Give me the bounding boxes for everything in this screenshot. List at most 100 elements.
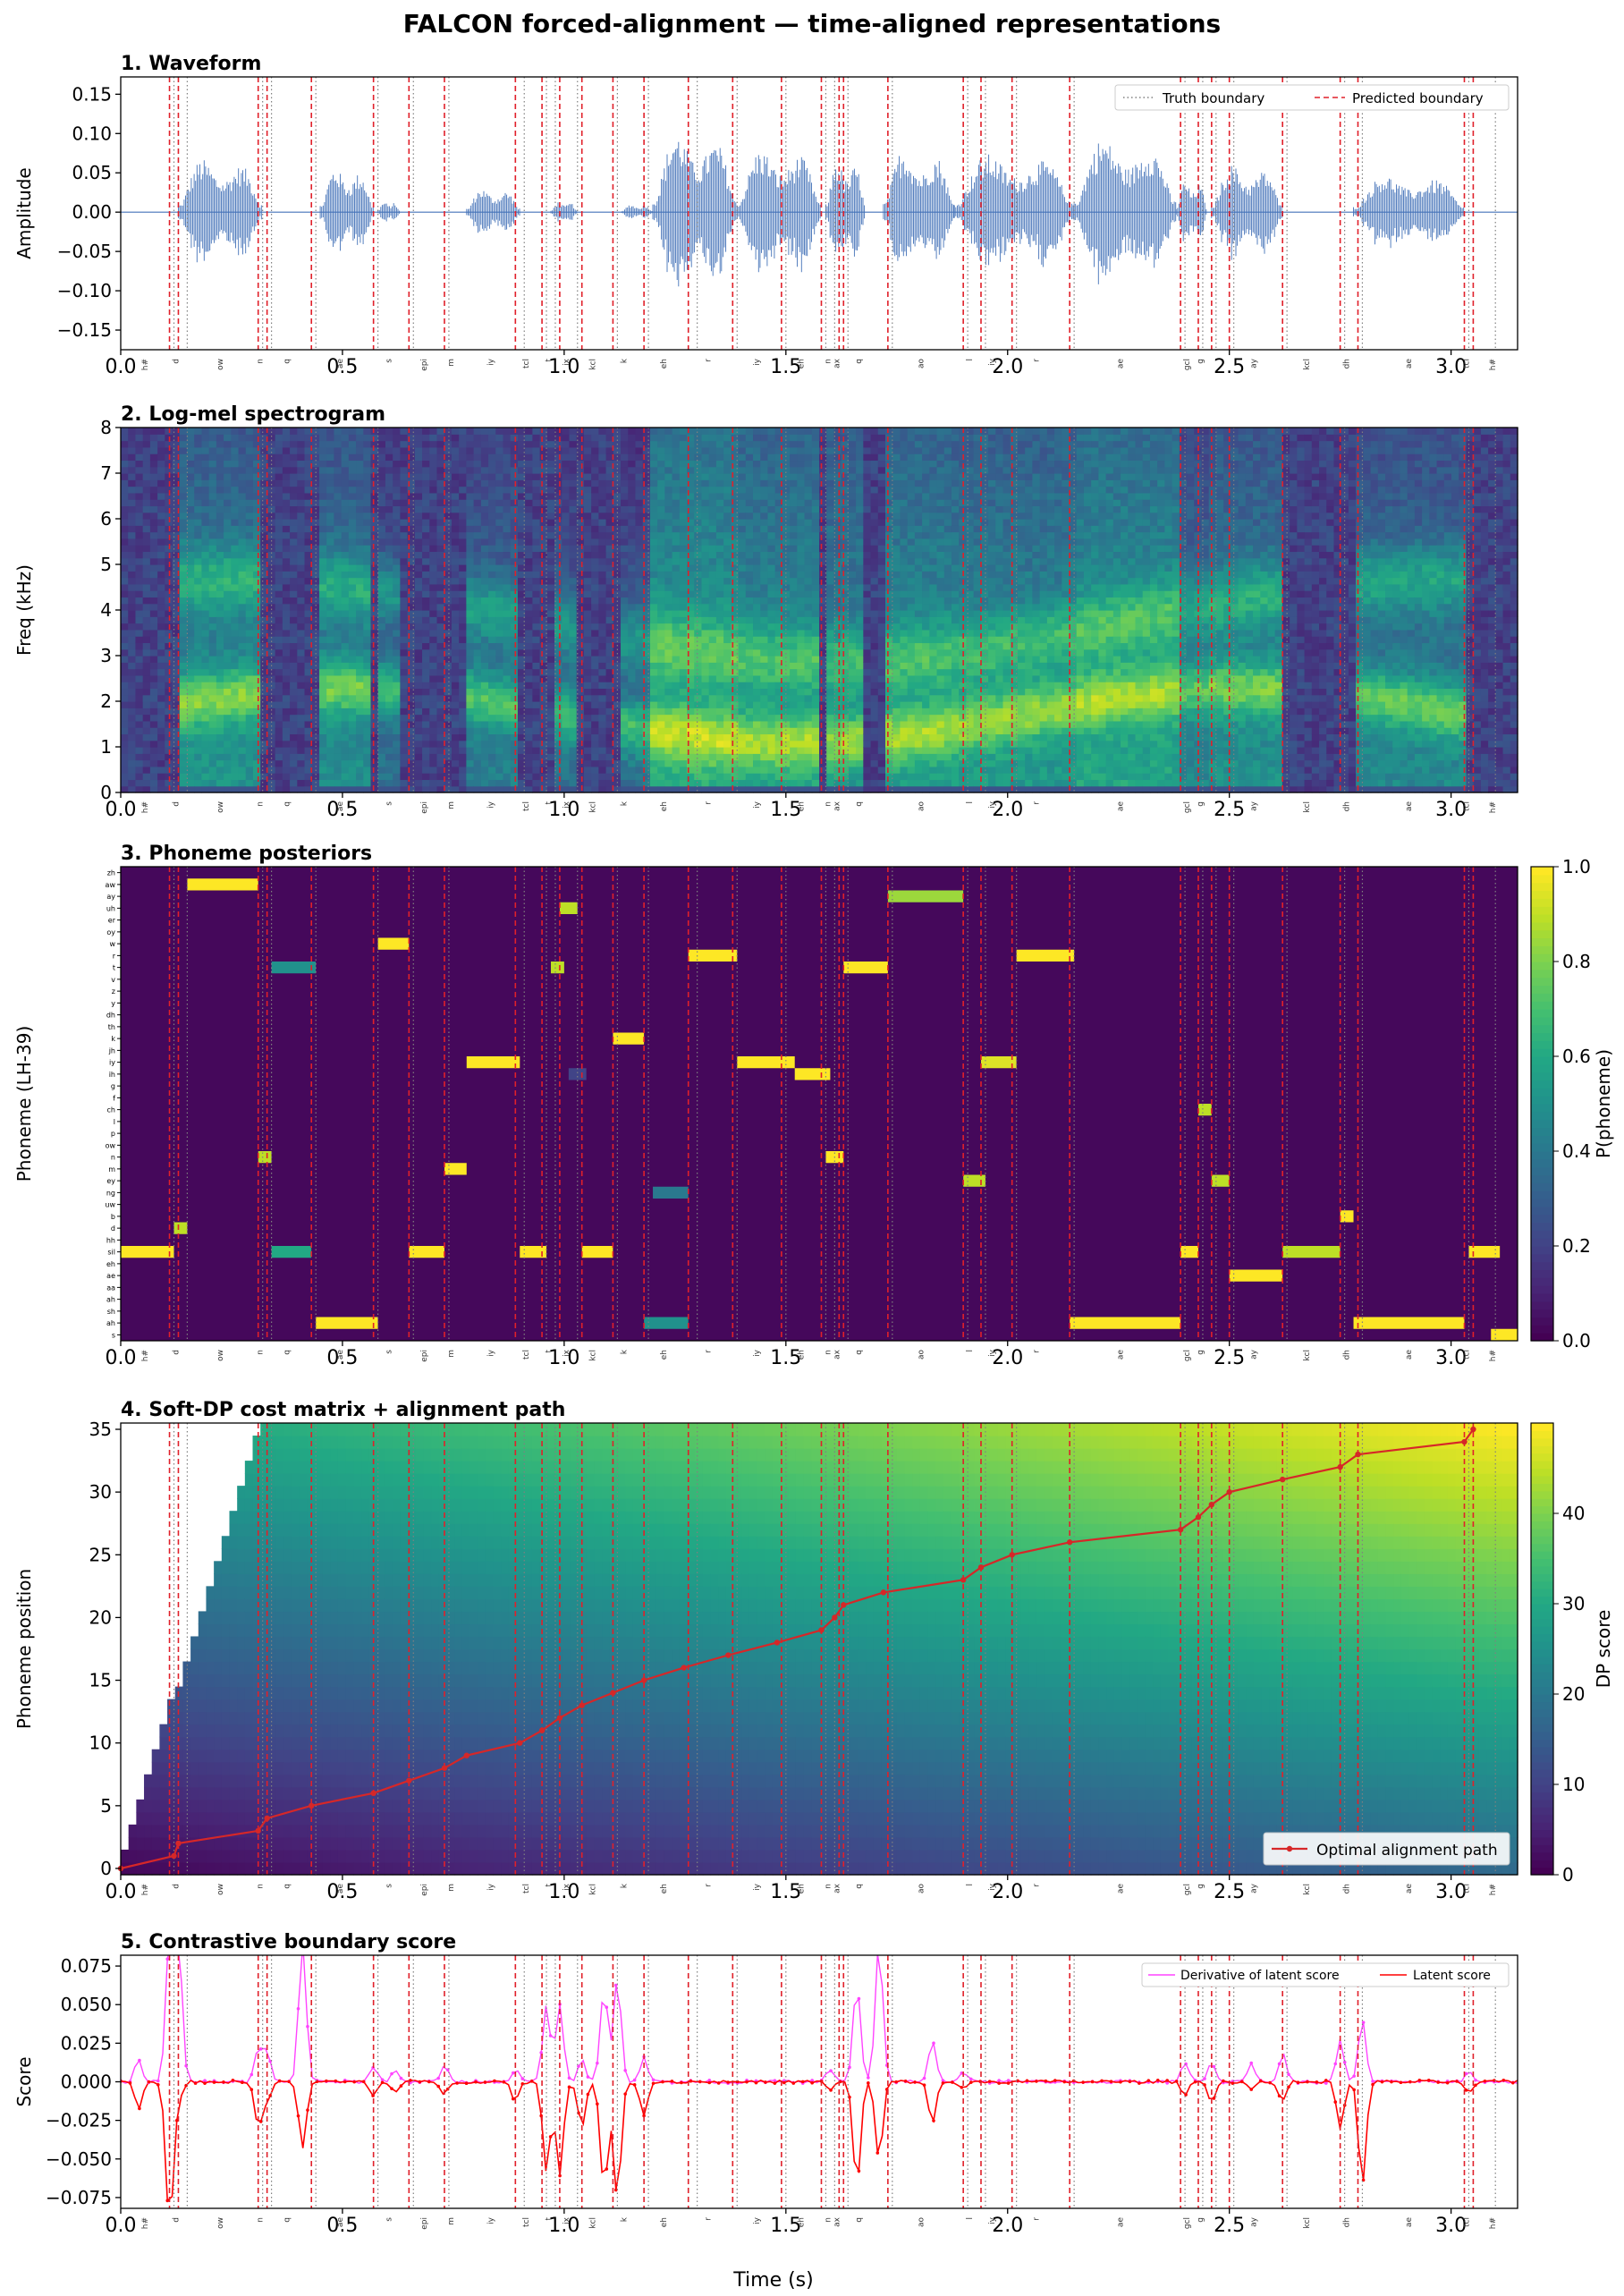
spectrogram-cell [694,564,703,572]
spectrogram-cell [224,453,232,462]
spectrogram-cell [738,616,747,624]
spectrogram-cell [429,616,438,624]
spectrogram-cell [318,766,327,774]
spectrogram-cell [275,434,283,442]
spectrogram-cell [414,656,423,663]
spectrogram-cell [687,636,695,644]
spectrogram-cell [282,753,291,761]
spectrogram-cell [334,616,343,624]
spectrogram-cell [657,714,665,722]
spectrogram-cell [429,519,438,526]
spectrogram-cell [356,629,364,637]
spectrogram-cell [466,662,475,670]
spectrogram-cell [356,701,364,708]
spectrogram-cell [738,492,747,500]
spectrogram-cell [451,629,460,637]
spectrogram-cell [194,460,203,468]
spectrogram-cell [172,753,181,761]
spectrogram-cell [562,538,571,546]
spectrogram-cell [393,577,401,585]
spectrogram-cell [165,577,173,585]
spectrogram-cell [377,766,386,774]
spectrogram-cell [201,753,210,761]
spectrogram-cell [334,538,343,546]
spectrogram-cell [546,545,555,553]
spectrogram-cell [224,616,232,624]
spectrogram-cell [503,701,512,708]
spectrogram-cell [208,434,217,442]
spectrogram-cell [694,499,703,507]
spectrogram-cell [723,747,732,754]
spectrogram-cell [554,616,562,624]
spectrogram-cell [753,674,761,682]
spectrogram-cell [436,662,445,670]
spectrogram-cell [598,564,607,572]
spectrogram-cell [201,642,210,650]
spectrogram-cell [510,460,519,468]
spectrogram-cell [510,434,519,442]
spectrogram-cell [598,486,607,494]
spectrogram-cell [628,720,637,728]
spectrogram-cell [510,499,519,507]
spectrogram-cell [400,551,409,559]
spectrogram-cell [635,571,644,579]
spectrogram-cell [422,636,430,644]
spectrogram-cell [400,557,409,565]
spectrogram-cell [480,597,489,605]
spectrogram-cell [583,466,592,474]
spectrogram-cell [621,740,629,748]
spectrogram-cell [356,446,364,454]
spectrogram-cell [510,479,519,487]
spectrogram-cell [628,707,637,716]
spectrogram-cell [664,453,673,462]
spectrogram-cell [201,545,210,553]
spectrogram-cell [377,571,386,579]
spectrogram-cell [687,446,695,454]
spectrogram-cell [429,682,438,690]
spectrogram-cell [598,753,607,761]
spectrogram-cell [628,623,637,631]
spectrogram-cell [370,440,379,448]
spectrogram-cell [591,674,599,682]
spectrogram-cell [745,694,754,702]
spectrogram-cell [142,688,151,696]
phone-label: iy [988,358,997,366]
spectrogram-cell [326,486,335,494]
spectrogram-cell [539,733,548,741]
spectrogram-cell [363,720,372,728]
spectrogram-cell [348,785,357,793]
spectrogram-cell [304,446,313,454]
spectrogram-cell [679,460,688,468]
spectrogram-cell [142,564,151,572]
spectrogram-cell [488,428,496,435]
spectrogram-cell [583,525,592,533]
spectrogram-cell [605,688,614,696]
spectrogram-cell [715,446,724,454]
spectrogram-cell [128,720,137,728]
spectrogram-cell [407,773,416,781]
spectrogram-cell [731,577,740,585]
spectrogram-cell [444,714,453,722]
spectrogram-cell [679,597,688,605]
spectrogram-cell [672,519,681,526]
spectrogram-cell [393,779,401,787]
spectrogram-cell [723,590,732,598]
spectrogram-cell [290,557,298,565]
spectrogram-cell [488,759,496,767]
spectrogram-cell [510,446,519,454]
spectrogram-cell [503,460,512,468]
spectrogram-cell [186,583,195,591]
spectrogram-cell [121,571,129,579]
spectrogram-cell [488,590,496,598]
spectrogram-cell [326,668,335,676]
spectrogram-cell [208,577,217,585]
spectrogram-cell [628,446,637,454]
spectrogram-cell [260,773,269,781]
spectrogram-cell [480,603,489,611]
spectrogram-cell [546,551,555,559]
spectrogram-cell [334,466,343,474]
spectrogram-cell [708,642,717,650]
spectrogram-cell [554,505,562,513]
spectrogram-cell [194,479,203,487]
spectrogram-cell [649,603,658,611]
